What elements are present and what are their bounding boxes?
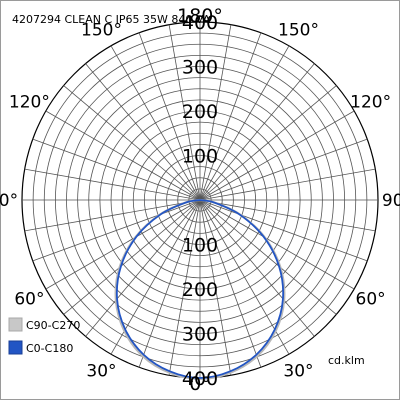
legend-label: C0-C180 (26, 342, 73, 355)
angle-label-top: 180° (177, 5, 223, 27)
unit-label: cd.klm (328, 354, 365, 367)
grid-radial-line (199, 199, 232, 376)
grid-radial-line (199, 199, 355, 290)
grid-radial-line (32, 199, 201, 262)
grid-radial-line (32, 138, 201, 201)
grid-radial-line (199, 138, 368, 201)
angle-label-right: 90° (382, 191, 400, 211)
angle-label-left: 120° (9, 93, 50, 113)
r-tick-label-up: 300 (182, 57, 218, 79)
grid-radial-line (110, 45, 201, 201)
grid-radial-line (45, 199, 201, 290)
grid-radial-line (168, 199, 201, 376)
grid-radial-line (199, 199, 315, 337)
r-tick-label-up: 400 (182, 12, 218, 34)
grid-radial-line (199, 24, 232, 201)
grid-radial-line (199, 199, 376, 232)
grid-radial-line (199, 110, 355, 201)
angle-label-left: 90° (0, 191, 18, 211)
grid-radial-line (138, 199, 201, 368)
angle-label-right: 150° (278, 20, 319, 40)
grid-radial-line (199, 32, 262, 201)
grid-radial-line (199, 45, 290, 201)
angle-label-right: 120° (350, 93, 391, 113)
grid-radial-line (63, 199, 201, 315)
grid-radial-line (199, 199, 290, 355)
r-tick-label-down: 300 (182, 324, 218, 346)
r-tick-label-up: 200 (182, 101, 218, 123)
angle-label-left: 150° (81, 20, 122, 40)
legend: C90-C270 C0-C180 (8, 317, 80, 355)
grid-radial-line (199, 168, 376, 201)
r-tick-label-up: 100 (182, 146, 218, 168)
angle-label-left: 60° (14, 290, 44, 310)
chart-title: 4207294 CLEAN C IP65 35W 840 VA (12, 13, 211, 26)
angle-label-bottom: 0° (189, 373, 211, 395)
grid-radial-line (110, 199, 201, 355)
grid-radial-line (24, 168, 201, 201)
polar-grid (21, 21, 379, 379)
grid-radial-line (45, 110, 201, 201)
series-curves (114, 198, 286, 380)
angle-label-left: 30° (86, 362, 116, 382)
grid-radial-line (199, 199, 368, 262)
grid-radial-line (138, 32, 201, 201)
grid-radial-line (199, 199, 337, 315)
curve-c0-c180 (115, 199, 285, 379)
legend-label: C90-C270 (26, 319, 80, 332)
grid-radial-line (85, 63, 201, 201)
r-tick-label-down: 400 (182, 368, 218, 390)
grid-radial-line (85, 199, 201, 337)
legend-swatch (8, 317, 23, 332)
grid-radial-line (199, 199, 262, 368)
grid-radial-line (63, 85, 201, 201)
r-tick-label-down: 100 (182, 235, 218, 257)
grid-radial-line (168, 24, 201, 201)
angle-label-right: 30° (283, 362, 313, 382)
angle-label-right: 60° (356, 290, 386, 310)
r-tick-label-down: 200 (182, 279, 218, 301)
legend-swatch (8, 340, 23, 355)
grid-radial-line (24, 199, 201, 232)
grid-radial-line (199, 63, 315, 201)
grid-radial-line (199, 85, 337, 201)
